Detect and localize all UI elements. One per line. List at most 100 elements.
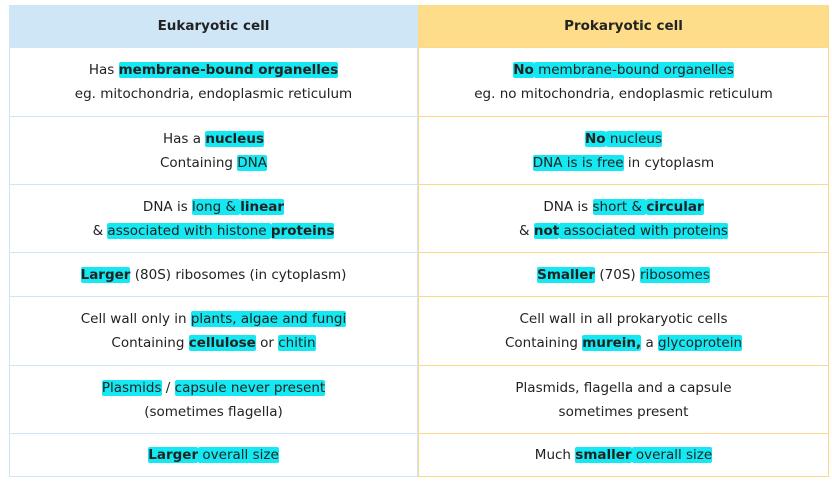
text: / — [161, 379, 175, 396]
table-cell: Much smaller overall size — [418, 434, 829, 477]
cell-line: Smaller (70S) ribosomes — [419, 263, 828, 287]
cell-line: eg. mitochondria, endoplasmic reticulum — [10, 82, 417, 106]
highlighted-text: nucleus — [205, 130, 264, 147]
table-cell: Larger overall size — [9, 434, 418, 477]
cell-line: Cell wall only in plants, algae and fung… — [10, 307, 417, 331]
table-cell: Cell wall in all prokaryotic cells Contai… — [418, 297, 829, 366]
table-cell: No nucleus DNA is is free in cytoplasm — [418, 117, 829, 185]
cell-line: DNA is is free in cytoplasm — [419, 151, 828, 175]
table-cell: Plasmids / capsule never present (sometim… — [9, 366, 418, 434]
text: & — [519, 222, 534, 239]
text: (80S) ribosomes (in cytoplasm) — [130, 266, 347, 283]
text: Containing — [505, 335, 583, 351]
cell-line: Cell wall in all prokaryotic cells — [419, 307, 828, 331]
text: Has — [88, 62, 119, 78]
highlighted-text: Plasmids — [101, 379, 162, 396]
highlighted-text: proteins — [270, 222, 335, 239]
cell-line: eg. no mitochondria, endoplasmic reticul… — [419, 82, 828, 106]
highlighted-text: murein, — [582, 335, 642, 351]
text: eg. mitochondria, endoplasmic reticulum — [74, 86, 353, 102]
highlighted-text: circular — [646, 198, 704, 215]
highlighted-text: linear — [240, 198, 285, 215]
table-row: Has a nucleus Containing DNA No nucleus DNA… — [9, 117, 829, 185]
text: eg. no mitochondria, endoplasmic reticul… — [474, 86, 773, 102]
table-cell: Has membrane-bound organelles eg. mitocho… — [9, 48, 418, 117]
text: (sometimes flagella) — [144, 403, 283, 420]
cell-line: Larger overall size — [10, 443, 417, 467]
text: Plasmids, flagella and a capsule — [515, 379, 732, 396]
header-row: Eukaryotic cell Prokaryotic cell — [9, 5, 829, 48]
highlighted-text: DNA — [237, 154, 268, 171]
highlighted-text: smaller — [575, 447, 632, 463]
cell-line: No membrane-bound organelles — [419, 58, 828, 82]
highlighted-text: DNA is is free — [532, 154, 624, 171]
text: & — [92, 222, 108, 239]
text: Has a — [163, 130, 206, 147]
cell-line: Much smaller overall size — [419, 443, 828, 467]
cell-line: Containing cellulose or chitin — [10, 331, 417, 355]
highlighted-text: not — [533, 222, 560, 239]
cell-line: (sometimes flagella) — [10, 400, 417, 424]
text: Containing — [159, 154, 238, 171]
table-row: Larger (80S) ribosomes (in cytoplasm) Sma… — [9, 253, 829, 297]
highlighted-text: ribosomes — [639, 266, 710, 283]
cell-line: Has a nucleus — [10, 127, 417, 151]
text: or — [255, 335, 279, 351]
cell-line: Plasmids / capsule never present — [10, 376, 417, 400]
highlighted-text: No — [513, 62, 534, 78]
table-row: Has membrane-bound organelles eg. mitocho… — [9, 48, 829, 117]
text: in cytoplasm — [623, 154, 715, 171]
cell-line: DNA is long & linear — [10, 195, 417, 219]
table-cell: Has a nucleus Containing DNA — [9, 117, 418, 185]
highlighted-text: overall size — [198, 447, 279, 463]
highlighted-text: membrane-bound organelles — [118, 62, 339, 78]
cell-line: & not associated with proteins — [419, 219, 828, 243]
table-row: DNA is long & linear & associated with hi… — [9, 185, 829, 253]
highlighted-text: membrane-bound organelles — [533, 62, 734, 78]
table-cell: Plasmids, flagella and a capsule sometime… — [418, 366, 829, 434]
highlighted-text: chitin — [278, 335, 316, 351]
table-cell: DNA is long & linear & associated with hi… — [9, 185, 418, 253]
cell-line: sometimes present — [419, 400, 828, 424]
table-body: Has membrane-bound organelles eg. mitocho… — [9, 48, 829, 477]
highlighted-text: No — [584, 130, 606, 147]
cell-line: & associated with histone proteins — [10, 219, 417, 243]
table-row: Plasmids / capsule never present (sometim… — [9, 366, 829, 434]
comparison-table: Eukaryotic cell Prokaryotic cell Has mem… — [9, 5, 829, 477]
highlighted-text: overall size — [631, 447, 713, 463]
cell-line: Containing DNA — [10, 151, 417, 175]
table-cell: Smaller (70S) ribosomes — [418, 253, 829, 297]
cell-line: Has membrane-bound organelles — [10, 58, 417, 82]
highlighted-text: associated with histone — [107, 222, 271, 239]
header-cell: Prokaryotic cell — [418, 5, 829, 48]
text: DNA is — [142, 198, 193, 215]
cell-line: Containing murein, a glycoprotein — [419, 331, 828, 355]
highlighted-text: cellulose — [188, 335, 256, 351]
highlighted-text: Larger — [80, 266, 131, 283]
cell-line: No nucleus — [419, 127, 828, 151]
highlighted-text: Smaller — [537, 266, 596, 283]
table-cell: No membrane-bound organelles eg. no mitoc… — [418, 48, 829, 117]
highlighted-text: capsule never present — [174, 379, 326, 396]
highlighted-text: Larger — [148, 447, 199, 463]
text: a — [641, 335, 659, 351]
text: (70S) — [595, 266, 640, 283]
text: Cell wall only in — [80, 311, 191, 327]
text: Containing — [111, 335, 189, 351]
table-row: Cell wall only in plants, algae and fung… — [9, 297, 829, 366]
table-row: Larger overall size Much smaller overall … — [9, 434, 829, 477]
highlighted-text: short & — [592, 198, 647, 215]
header-cell: Eukaryotic cell — [9, 5, 418, 48]
text: sometimes present — [558, 403, 689, 420]
text: DNA is — [543, 198, 593, 215]
highlighted-text: associated with proteins — [559, 222, 728, 239]
highlighted-text: long & — [192, 198, 241, 215]
text: Cell wall in all prokaryotic cells — [519, 311, 728, 327]
highlighted-text: nucleus — [605, 130, 663, 147]
table-cell: DNA is short & circular & not associated … — [418, 185, 829, 253]
cell-line: DNA is short & circular — [419, 195, 828, 219]
text: Much — [534, 447, 576, 463]
highlighted-text: glycoprotein — [658, 335, 742, 351]
cell-line: Larger (80S) ribosomes (in cytoplasm) — [10, 263, 417, 287]
